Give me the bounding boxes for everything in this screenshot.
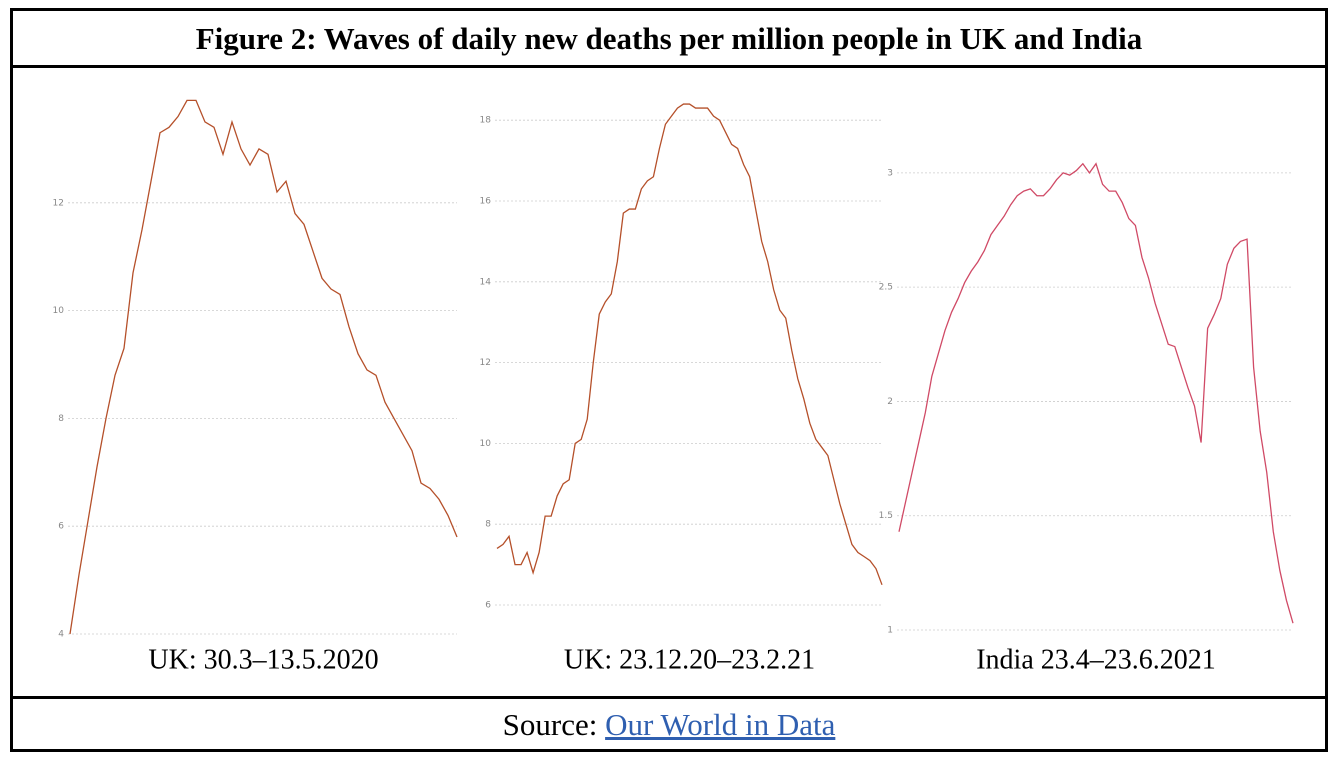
y-tick-label: 18	[480, 116, 492, 126]
data-line	[69, 99, 458, 635]
y-tick-label: 14	[480, 277, 492, 287]
figure-frame: Figure 2: Waves of daily new deaths per …	[10, 8, 1328, 752]
y-tick-label: 10	[53, 306, 65, 316]
source-prefix: Source:	[502, 707, 598, 742]
data-line	[898, 162, 1294, 624]
y-tick-label: 8	[58, 414, 64, 424]
y-tick-label: 2.5	[879, 283, 893, 293]
source-link[interactable]: Our World in Data	[605, 707, 836, 742]
source-line: Source: Our World in Data	[13, 696, 1325, 749]
y-tick-label: 12	[480, 358, 491, 368]
y-tick-label: 6	[58, 522, 64, 532]
y-tick-label: 10	[480, 439, 492, 449]
y-tick-label: 2	[887, 397, 893, 407]
chart-caption: UK: 30.3–13.5.2020	[148, 644, 378, 675]
y-tick-label: 1	[887, 626, 893, 636]
y-tick-label: 3	[887, 168, 893, 178]
y-tick-label: 4	[58, 630, 64, 640]
data-line	[496, 103, 883, 586]
y-tick-label: 8	[485, 520, 491, 530]
y-tick-label: 1.5	[879, 511, 893, 521]
figure-title: Figure 2: Waves of daily new deaths per …	[13, 11, 1325, 68]
y-tick-label: 16	[480, 197, 492, 207]
chart-caption: UK: 23.12.20–23.2.21	[564, 644, 815, 675]
y-tick-label: 12	[53, 198, 64, 208]
y-tick-label: 6	[485, 601, 491, 611]
chart-caption: India 23.4–23.6.2021	[976, 644, 1216, 675]
